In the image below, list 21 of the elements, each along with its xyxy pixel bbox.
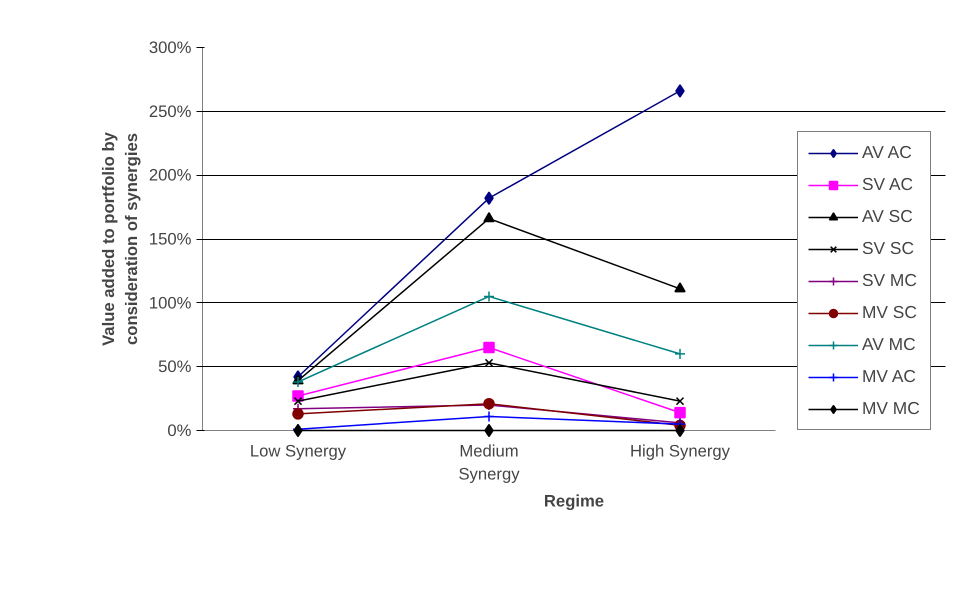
legend-label: AV AC: [862, 142, 912, 163]
legend-label: AV MC: [862, 334, 916, 355]
legend-label: SV SC: [862, 238, 914, 259]
legend-label: MV AC: [862, 366, 916, 387]
x-axis-title: Regime: [544, 491, 604, 510]
x-tick-label: Low Synergy: [250, 442, 347, 460]
x-tick-label: Medium Synergy: [458, 442, 520, 484]
legend-label: MV MC: [862, 398, 920, 419]
y-tick-label: 50%: [158, 357, 192, 376]
legend-label: SV MC: [862, 270, 917, 291]
y-tick-label: 100%: [148, 293, 192, 312]
y-tick-label: 200%: [148, 166, 192, 185]
y-tick-label: 150%: [148, 230, 192, 248]
legend-label: SV AC: [862, 174, 914, 195]
y-tick-label: 300%: [148, 38, 192, 57]
y-axis-title: Value added to portfolio by consideration of synergies: [99, 131, 141, 346]
y-tick-label: 0%: [167, 421, 192, 440]
legend-label: AV SC: [862, 206, 913, 227]
legend-label: MV SC: [862, 302, 917, 323]
x-tick-label: High Synergy: [630, 442, 731, 460]
y-tick-label: 250%: [148, 102, 192, 121]
